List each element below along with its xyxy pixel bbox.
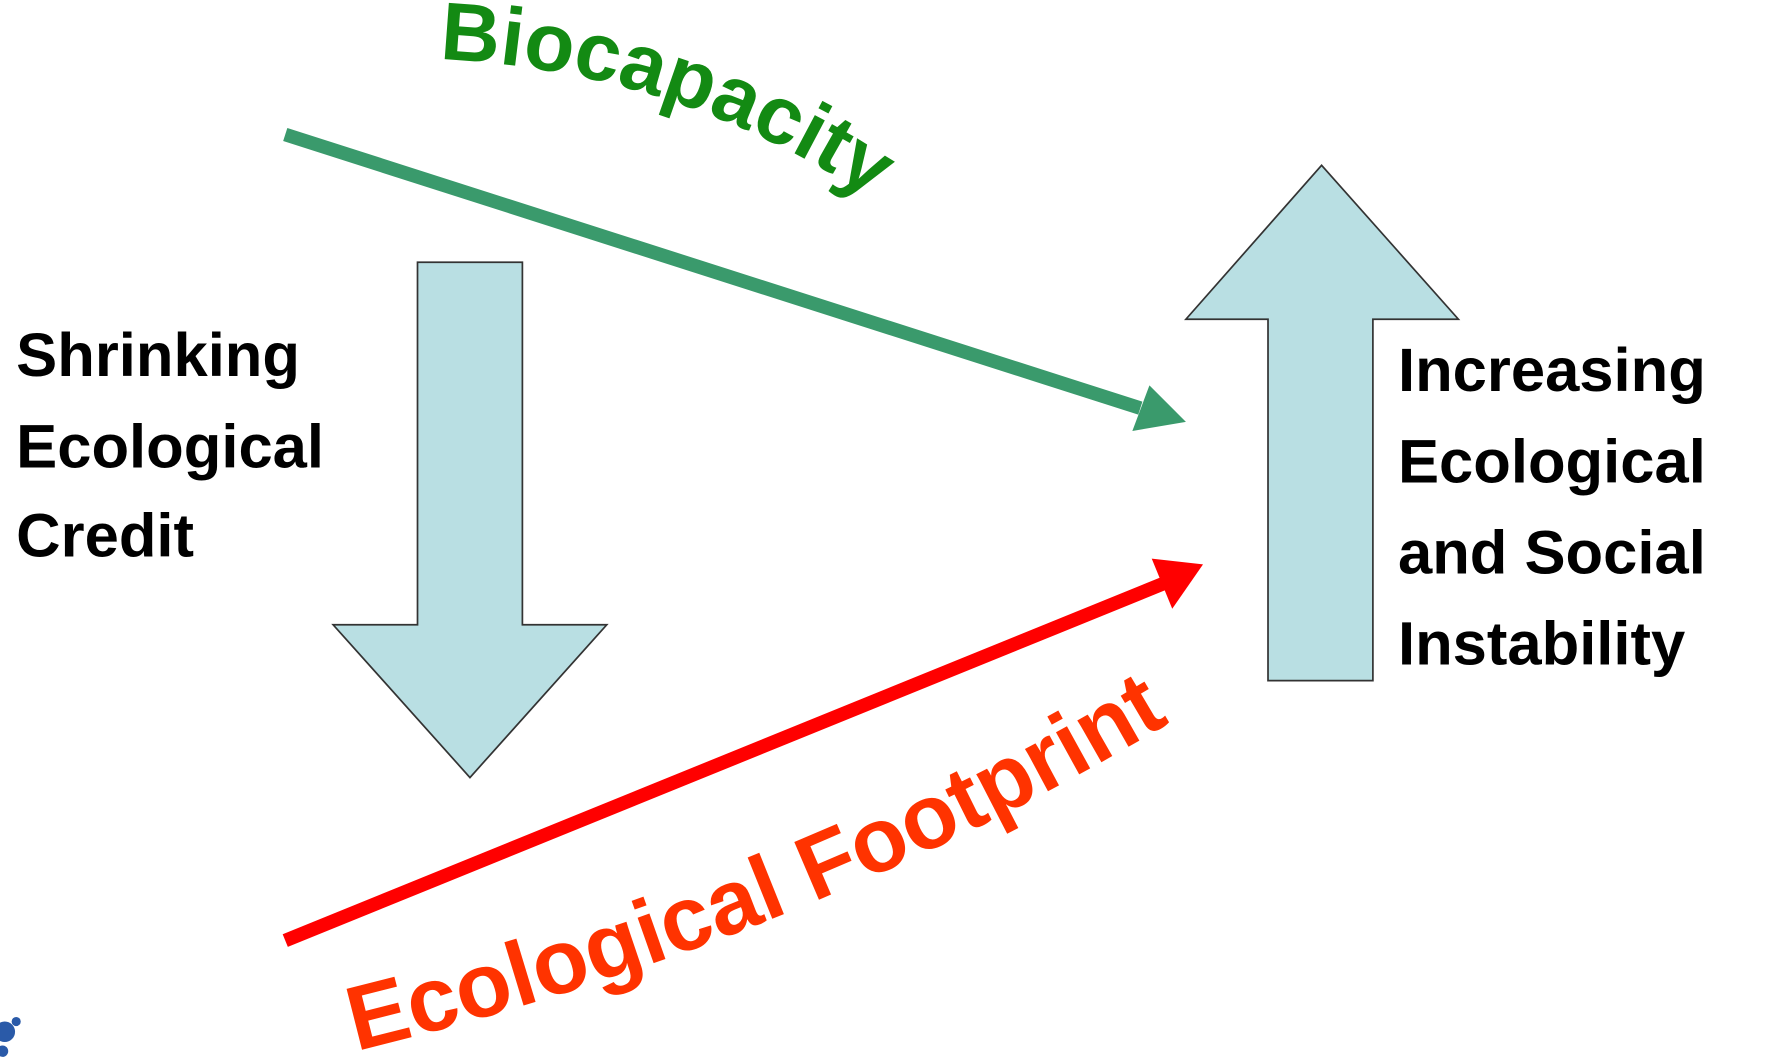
left-line: Shrinking xyxy=(16,321,300,390)
biocapacity-text: Biocapacity xyxy=(438,0,911,214)
right-line: Increasing xyxy=(1398,336,1706,405)
footprint-arrowhead xyxy=(1151,558,1204,609)
footprint-line xyxy=(282,577,1166,947)
down-arrow xyxy=(331,261,609,779)
left-line: Ecological xyxy=(16,412,324,481)
up-arrow xyxy=(1184,164,1461,682)
logo-fragment xyxy=(0,1016,21,1057)
right-line: Ecological xyxy=(1398,427,1706,496)
biocapacity-line xyxy=(283,128,1143,415)
biocapacity-label: Biocapacity xyxy=(438,0,911,214)
right-line: and Social xyxy=(1398,518,1706,587)
biocapacity-arrowhead xyxy=(1132,385,1186,431)
left-line: Credit xyxy=(16,501,194,570)
right-line: Instability xyxy=(1398,610,1685,679)
